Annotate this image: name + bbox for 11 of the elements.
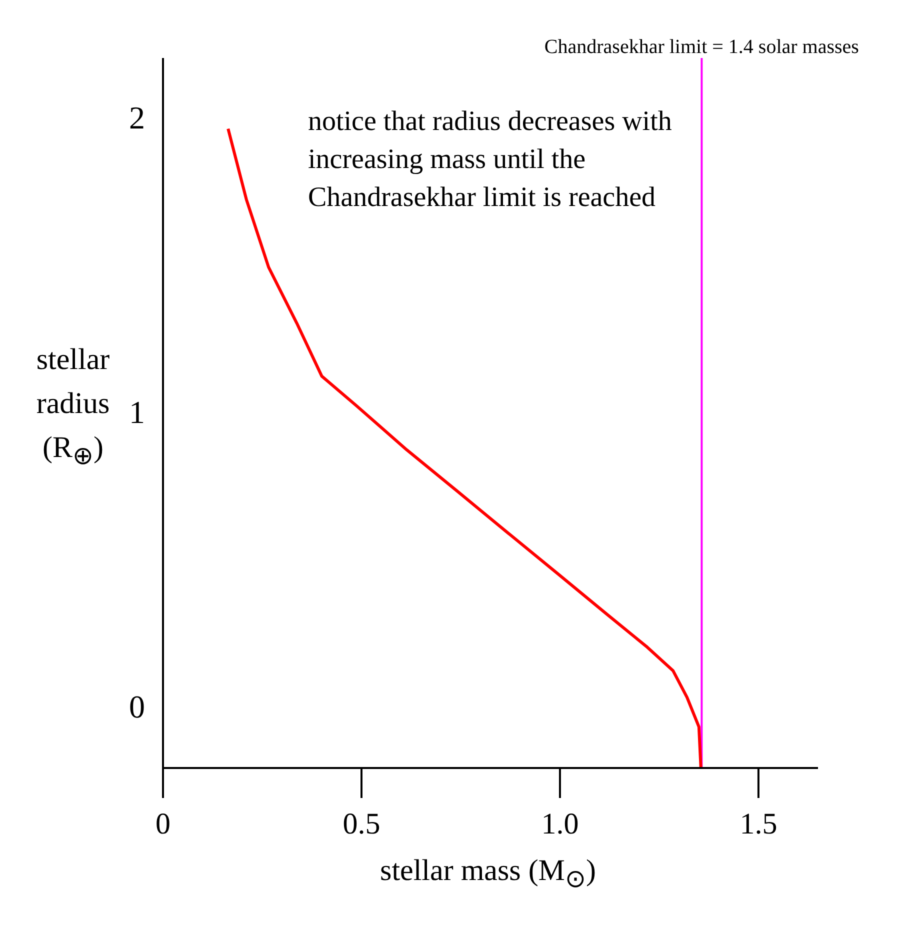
x-axis-title: stellar mass (M$_{⊙}$): [379, 853, 597, 895]
x-tick-label: 0: [156, 807, 170, 840]
y-tick-label: 0: [129, 688, 145, 724]
y-tick-label: 1: [129, 394, 145, 430]
annotation: notice that radius decreases with increasing mass until the Chandrasekhar limit is reached: [308, 105, 673, 215]
x-tick-label: 1.5: [740, 807, 778, 840]
x-tick-label: 1.0: [541, 807, 579, 840]
x-tick-label: 0.5: [342, 807, 380, 840]
ref-line-label: Chandrasekhar limit = 1.4 solar masses: [544, 36, 860, 58]
y-axis-title: stellar radius (R$_{⊕}$): [36, 343, 110, 470]
y-tick-label: 2: [129, 99, 145, 136]
